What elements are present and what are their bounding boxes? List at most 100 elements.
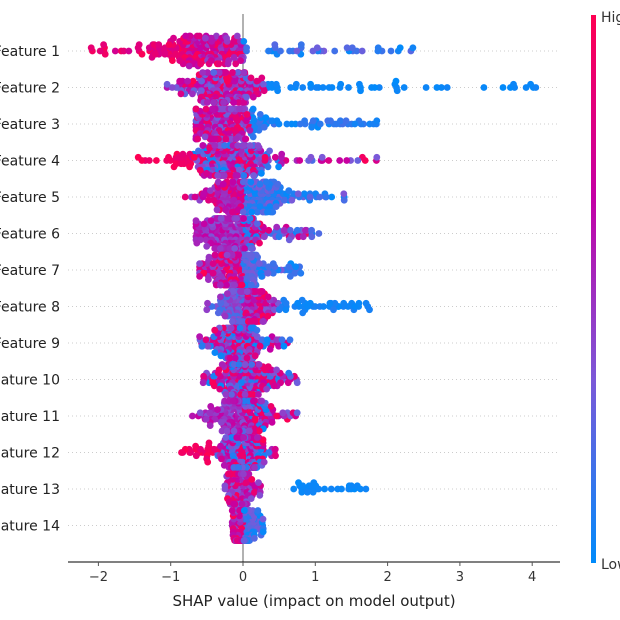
shap-dot <box>248 245 255 252</box>
shap-dot <box>288 196 296 204</box>
shap-dot <box>422 84 430 91</box>
shap-dot <box>251 464 258 471</box>
shap-dot <box>297 41 305 48</box>
shap-dot <box>218 455 225 463</box>
shap-dot <box>308 123 316 131</box>
shap-dot <box>251 352 259 360</box>
shap-dot <box>265 449 273 456</box>
shap-dot <box>238 500 246 508</box>
shap-dot <box>233 215 241 222</box>
shap-dot <box>351 120 359 128</box>
shap-dot <box>248 476 256 483</box>
shap-dot <box>258 169 265 177</box>
shap-dot <box>191 193 199 201</box>
feature-label: Feature 10 <box>0 373 60 389</box>
shap-dot <box>134 153 142 161</box>
shap-dot <box>272 203 280 211</box>
shap-dot <box>230 361 238 368</box>
shap-dot <box>221 482 229 490</box>
shap-dot <box>292 80 300 88</box>
shap-dot <box>204 299 211 307</box>
shap-dot <box>357 87 364 95</box>
shap-dot <box>286 47 293 55</box>
feature-label: Feature 11 <box>0 409 60 425</box>
shap-dot <box>348 44 356 52</box>
feature-label: Feature 1 <box>0 44 60 60</box>
shap-dot <box>325 157 333 164</box>
shap-dot <box>258 74 266 82</box>
shap-dot <box>222 69 230 76</box>
shap-dot <box>253 208 261 216</box>
shap-dot <box>278 336 286 344</box>
shap-dot <box>354 157 362 164</box>
shap-dot <box>215 366 223 374</box>
shap-dot <box>211 245 219 252</box>
shap-dot <box>302 226 309 234</box>
shap-dot <box>275 342 283 350</box>
shap-dot <box>240 142 248 149</box>
shap-dot <box>241 245 248 252</box>
shap-dot <box>231 245 239 252</box>
shap-dot <box>362 485 370 493</box>
shap-dot <box>373 117 381 125</box>
shap-dot <box>240 69 248 76</box>
shap-dot <box>243 288 251 295</box>
shap-dot <box>152 50 159 58</box>
shap-dot <box>266 346 274 353</box>
beeswarm-dots <box>87 32 540 544</box>
shap-dot <box>306 193 314 201</box>
shap-dot <box>256 288 264 295</box>
feature-label: Feature 7 <box>0 263 60 279</box>
shap-dot <box>328 193 336 201</box>
shap-dot <box>338 485 345 493</box>
shap-dot <box>249 133 257 141</box>
shap-dot <box>371 84 379 91</box>
shap-dot <box>282 306 290 314</box>
shap-dot <box>275 163 282 171</box>
shap-dot <box>248 361 256 368</box>
shap-dot <box>233 172 241 179</box>
shap-dot <box>181 193 189 201</box>
shap-dot <box>264 269 272 277</box>
shap-dot <box>222 391 230 398</box>
shap-dot <box>299 309 307 317</box>
shap-dot <box>192 442 200 450</box>
shap-dot <box>189 77 197 85</box>
shap-dot <box>499 84 507 91</box>
x-tick-label: 2 <box>383 570 391 585</box>
shap-dot <box>249 105 257 113</box>
shap-dot <box>217 352 225 360</box>
shap-dot <box>218 361 226 368</box>
shap-dot <box>220 461 228 469</box>
feature-label: Feature 14 <box>0 519 60 535</box>
shap-dot <box>343 157 351 164</box>
shap-dot <box>207 135 215 143</box>
shap-dot <box>298 488 306 496</box>
shap-dot <box>240 434 248 441</box>
shap-dot <box>247 391 254 398</box>
shap-dot <box>356 80 363 88</box>
shap-dot <box>245 470 253 478</box>
shap-dot <box>235 464 243 471</box>
shap-dot <box>265 226 273 234</box>
shap-dot <box>209 260 217 267</box>
shap-dot <box>243 93 250 101</box>
shap-dot <box>247 495 255 502</box>
shap-dot <box>210 99 218 106</box>
shap-dot <box>196 260 204 267</box>
shap-dot <box>211 142 219 149</box>
shap-dot <box>204 458 212 466</box>
shap-dot <box>184 77 192 85</box>
shap-dot <box>290 485 298 493</box>
shap-dot <box>227 135 235 143</box>
shap-dot <box>229 208 236 216</box>
shap-dot <box>236 105 243 113</box>
shap-dot <box>221 142 229 149</box>
shap-dot <box>273 336 281 344</box>
shap-dot <box>315 230 323 237</box>
x-axis-title: SHAP value (impact on model output) <box>172 592 455 610</box>
shap-dot <box>271 41 279 48</box>
shap-dot <box>264 363 272 371</box>
shap-dot <box>230 500 238 508</box>
